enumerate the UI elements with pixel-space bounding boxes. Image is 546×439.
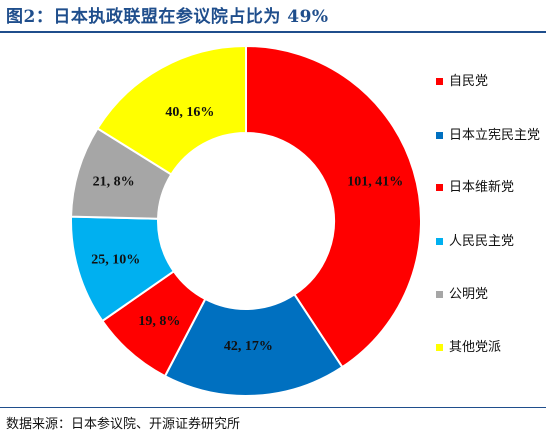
legend-label-cdp: 日本立宪民主党 (449, 128, 541, 143)
chart-title: 图2：日本执政联盟在参议院占比为 49% (6, 7, 329, 27)
legend-label-others: 其他党派 (449, 340, 502, 355)
source-divider (0, 407, 546, 408)
legend-item-dpfp: 人民民主党 (436, 232, 541, 251)
legend-swatch-komeito (436, 291, 443, 298)
donut-chart: 101, 41% 42, 17% 19, 8% 25, 10% 21, 8% 40, 16… (70, 44, 422, 397)
legend-swatch-cdp (436, 132, 443, 139)
donut-slice-1 (163, 293, 344, 397)
legend-label-komeito: 公明党 (449, 287, 489, 302)
legend-swatch-others (436, 344, 443, 351)
title-divider (0, 31, 546, 33)
slice-data-label-2: 19, 8% (138, 314, 180, 329)
legend-label-ishin: 日本维新党 (449, 180, 515, 195)
legend-swatch-dpfp (436, 238, 443, 245)
slice-data-label-3: 25, 10% (91, 252, 140, 267)
legend-swatch-ishin (436, 184, 443, 191)
legend-swatch-ldp (436, 78, 443, 85)
slice-data-label-5: 40, 16% (165, 105, 214, 120)
legend-item-others: 其他党派 (436, 338, 541, 357)
legend-item-cdp: 日本立宪民主党 (436, 126, 541, 145)
legend-item-ishin: 日本维新党 (436, 178, 541, 197)
legend-item-ldp: 自民党 (436, 72, 541, 91)
legend-item-komeito: 公明党 (436, 285, 541, 304)
slice-data-label-0: 101, 41% (347, 174, 403, 189)
legend-label-ldp: 自民党 (449, 74, 489, 89)
slice-data-label-4: 21, 8% (93, 175, 135, 190)
legend-label-dpfp: 人民民主党 (449, 234, 515, 249)
donut-slice-0 (245, 44, 422, 369)
donut-slice-5 (96, 44, 247, 176)
slice-data-label-1: 42, 17% (224, 339, 273, 354)
source-note: 数据来源：日本参议院、开源证券研究所 (6, 417, 241, 432)
